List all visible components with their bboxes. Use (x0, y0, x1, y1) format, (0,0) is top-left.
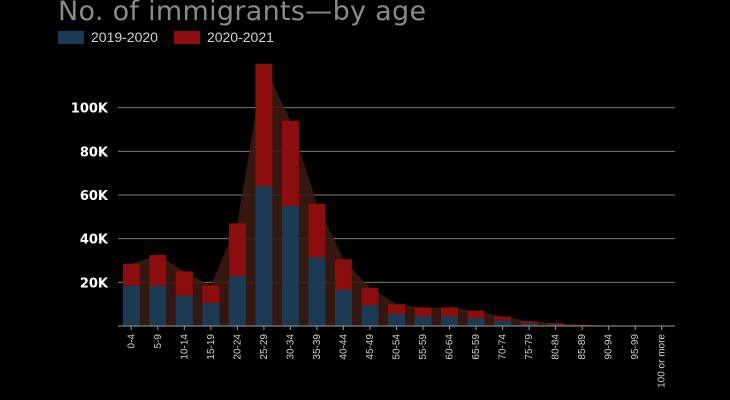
y-tick-label: 60K (80, 189, 109, 204)
bar-series-2-65-59 (467, 310, 485, 319)
x-tick-label: 30-34 (285, 334, 296, 360)
bar-series-2-45-49 (361, 287, 379, 306)
x-tick-label: 45-49 (365, 334, 376, 360)
legend-swatch-series-2 (173, 30, 200, 44)
x-tick-label: 55-59 (418, 334, 429, 360)
bar-series-1-70-74 (494, 320, 512, 326)
x-tick-label: 15-19 (206, 334, 217, 360)
x-tick-label: 5-9 (153, 334, 164, 349)
x-tick-label: 10-14 (179, 334, 190, 360)
bar-series-1-40-44 (334, 289, 352, 326)
x-tick-label: 25-29 (259, 334, 270, 360)
x-tick-label: 65-59 (471, 334, 482, 360)
x-tick-label: 85-89 (577, 334, 588, 360)
y-tick-label: 40K (80, 233, 109, 248)
x-tick-label: 60-64 (445, 334, 456, 360)
y-tick-label: 80K (80, 145, 109, 160)
legend-item-series-1: 2019-2020 (58, 29, 158, 45)
x-tick-label: 100 or more (657, 334, 668, 388)
y-tick-label: 20K (80, 276, 109, 291)
legend-swatch-series-1 (58, 30, 84, 44)
bar-series-2-15-19 (202, 285, 220, 304)
bar-series-1-25-29 (255, 186, 273, 326)
bar-series-1-20-24 (228, 275, 246, 326)
bar-series-1-80-84 (547, 324, 565, 326)
bar-series-2-10-14 (175, 271, 193, 296)
chart-title: No. of immigrants—by age (58, 0, 427, 27)
x-tick-label: 40-44 (338, 334, 349, 360)
bar-series-2-0-4 (122, 263, 140, 286)
bar-series-1-75-79 (520, 323, 538, 326)
x-tick-label: 95-99 (630, 334, 641, 360)
bar-series-2-60-64 (441, 307, 459, 317)
bar-series-1-60-64 (441, 316, 459, 326)
bar-series-2-25-29 (255, 64, 273, 187)
legend-label-series-1: 2019-2020 (91, 29, 158, 45)
x-tick-label: 75-79 (524, 334, 535, 360)
x-tick-label: 80-84 (551, 334, 562, 360)
bar-series-2-75-79 (520, 321, 538, 324)
bar-series-2-85-89 (573, 324, 591, 326)
bar-series-2-30-34 (281, 120, 299, 206)
legend-label-series-2: 2020-2021 (206, 29, 274, 45)
bar-series-2-55-59 (414, 307, 432, 317)
bar-series-2-40-44 (334, 259, 352, 290)
bar-series-1-50-54 (388, 313, 405, 326)
y-tick-label: 100K (71, 102, 109, 117)
bar-series-1-5-9 (149, 285, 167, 326)
x-tick-label: 90-94 (604, 334, 615, 360)
legend-item-series-2: 2020-2021 (173, 29, 274, 45)
bar-series-1-35-39 (308, 257, 326, 326)
legend: 2019-2020 2020-2021 (58, 29, 290, 45)
x-tick-label: 50-54 (392, 334, 403, 360)
x-tick-label: 35-39 (312, 334, 323, 360)
x-tick-label: 70-74 (498, 334, 509, 360)
bar-series-1-10-14 (175, 295, 193, 326)
bar-series-2-5-9 (149, 255, 167, 286)
x-tick-label: 0-4 (126, 334, 137, 349)
bar-series-2-80-84 (547, 323, 565, 325)
bar-series-2-70-74 (494, 316, 512, 321)
bar-series-2-50-54 (388, 304, 405, 314)
bar-series-1-55-59 (414, 316, 432, 326)
bar-series-2-35-39 (308, 203, 326, 258)
x-tick-label: 20-24 (232, 334, 243, 360)
bar-series-1-45-49 (361, 305, 379, 326)
bar-series-1-30-34 (281, 205, 299, 326)
bar-series-1-65-59 (467, 318, 485, 326)
bar-series-2-20-24 (228, 223, 246, 276)
bar-series-1-15-19 (202, 303, 220, 326)
bar-series-1-0-4 (122, 285, 140, 326)
